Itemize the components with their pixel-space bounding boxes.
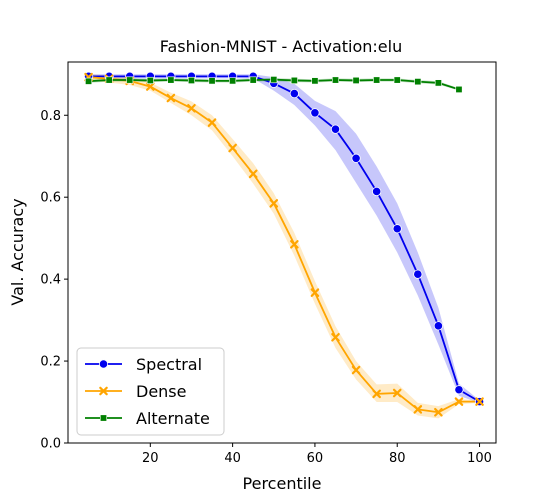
alternate-point [414, 78, 422, 86]
spectral-point [330, 124, 341, 134]
x-tick-label: 20 [142, 451, 159, 466]
y-tick-label: 0.0 [40, 437, 61, 452]
spectral-point [392, 224, 402, 234]
dense-point [475, 397, 484, 406]
alternate-legend-label: Alternate [136, 409, 210, 428]
chart-title: Fashion-MNIST - Activation:elu [160, 37, 402, 56]
alternate-point [85, 77, 93, 85]
spectral-point [310, 108, 320, 118]
alternate-point [229, 77, 237, 85]
dense-point [331, 333, 340, 342]
x-tick-label: 80 [389, 451, 406, 466]
alternate-point [249, 76, 257, 84]
y-tick-label: 0.6 [40, 191, 61, 206]
plot-frame [67, 61, 497, 444]
alternate-point [208, 77, 216, 85]
x-tick-label: 100 [467, 451, 492, 466]
dense-point [310, 288, 320, 297]
dense-point [392, 388, 402, 398]
dense-point [372, 389, 381, 399]
alternate-legend-marker [100, 414, 108, 422]
alternate-point [331, 76, 339, 84]
dense-point [269, 199, 279, 208]
dense-legend-marker [99, 386, 108, 396]
spectral-point [351, 153, 361, 163]
dense-point [454, 397, 464, 406]
alternate-point [126, 76, 134, 84]
dense-point [187, 103, 196, 113]
alternate-point [167, 76, 175, 84]
dense-point [434, 407, 443, 417]
alternate-point [352, 76, 360, 84]
alternate-point [455, 85, 463, 93]
dense-point [351, 365, 361, 375]
alternate-point [105, 76, 113, 84]
x-axis-ticks: 20 40 60 80 100 [142, 443, 492, 466]
alternate-point [187, 76, 195, 84]
spectral-point [372, 186, 382, 197]
spectral-point [454, 385, 464, 395]
spectral-legend-label: Spectral [136, 355, 202, 374]
y-axis-ticks: 0.0 0.2 0.4 0.6 0.8 [40, 109, 68, 452]
y-tick-label: 0.8 [40, 109, 61, 124]
alternate-point [146, 76, 154, 84]
x-axis-label: Percentile [243, 474, 322, 493]
dense-point [146, 82, 155, 91]
alternate-point [434, 79, 442, 87]
dense-legend-label: Dense [136, 382, 186, 401]
alternate-point [290, 76, 298, 84]
dense-point [207, 118, 217, 127]
alternate-point [373, 76, 381, 84]
legend-box [76, 347, 225, 436]
alternate-point [311, 77, 319, 85]
dense-point [290, 240, 299, 249]
spectral-point [289, 88, 299, 99]
alternate-confidence-band [88, 77, 459, 91]
legend: Spectral Dense Alternate [76, 347, 225, 436]
y-tick-label: 0.4 [40, 273, 61, 288]
x-tick-label: 40 [224, 451, 241, 466]
x-tick-label: 60 [307, 451, 324, 466]
dense-point [413, 405, 423, 414]
series-markers [83, 71, 485, 417]
y-axis-label: Val. Accuracy [8, 198, 27, 305]
alternate-point [393, 76, 401, 84]
dense-point [248, 169, 258, 179]
dense-point [228, 143, 237, 153]
alternate-point [270, 76, 278, 84]
dense-point [166, 93, 176, 103]
y-tick-label: 0.2 [40, 355, 61, 370]
spectral-legend-marker [98, 359, 109, 369]
spectral-point [413, 269, 423, 279]
spectral-point [433, 321, 443, 331]
